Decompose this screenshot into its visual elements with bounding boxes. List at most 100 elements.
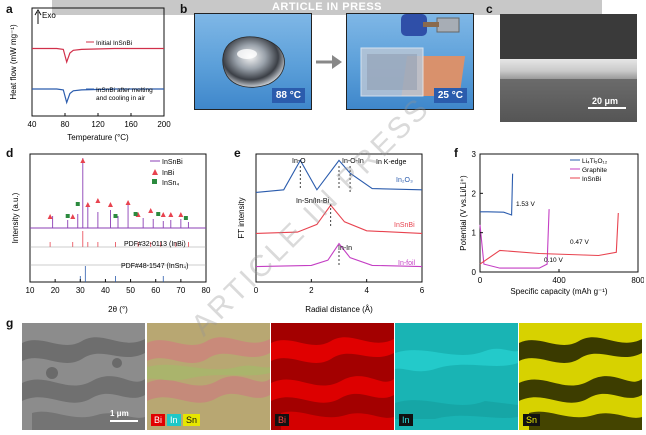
photo-molten-alloy: 88 °C bbox=[194, 13, 312, 110]
trace-in2o3-label: In₂O₃ bbox=[396, 177, 413, 184]
overlay-tag-in: In bbox=[167, 414, 181, 426]
sem-alloy-layer bbox=[500, 59, 637, 79]
potential-xtick-label: 0 bbox=[478, 276, 483, 285]
exafs-chart: In K-edge In-O In-O-In In-Sn/In-Bi In-In… bbox=[237, 153, 425, 314]
map-tag-sn: Sn bbox=[523, 414, 541, 426]
xrd-axes-frame bbox=[29, 153, 207, 283]
voltage-graphite-label: 0.10 V bbox=[544, 257, 563, 264]
xrd-xtick-label: 40 bbox=[101, 286, 110, 295]
exafs-curve-infoil bbox=[255, 242, 423, 268]
exo-arrow-head bbox=[34, 9, 42, 16]
temp-tag-25: 25 °C bbox=[433, 88, 467, 103]
insn4-marker bbox=[133, 212, 138, 216]
exafs-curve-in2o3 bbox=[255, 159, 423, 193]
xrd-ref2-label: PDF#48-1547 (InSn₄) bbox=[121, 263, 188, 270]
panel-label-g: g bbox=[6, 316, 14, 330]
inbi-marker bbox=[178, 212, 184, 217]
panel-label-b: b bbox=[180, 2, 188, 16]
sem-scale-label: 20 μm bbox=[592, 96, 619, 106]
eds-overlay-map: Bi In Sn bbox=[147, 323, 270, 430]
insn4-marker bbox=[65, 214, 70, 218]
legend-insnbi-curve-label: InSnBi bbox=[582, 176, 601, 183]
map-tag-in: In bbox=[399, 414, 413, 426]
xrd-xtick-label: 70 bbox=[176, 286, 185, 295]
legend-initial-label: Initial InSnBi bbox=[96, 40, 132, 47]
potential-ylabel: Potential (V vs.Li/Li⁺) bbox=[459, 175, 468, 251]
article-in-press-banner: ARTICLE IN PRESS bbox=[52, 0, 602, 15]
insn4-marker bbox=[75, 202, 80, 206]
xrd-xtick-label: 20 bbox=[51, 286, 60, 295]
inbi-marker bbox=[80, 158, 86, 163]
insn4-marker bbox=[156, 212, 161, 216]
potential-xlabel: Specific capacity (mAh g⁻¹) bbox=[510, 287, 607, 296]
xrd-xtick-label: 60 bbox=[151, 286, 160, 295]
potential-curve-insnbi bbox=[479, 212, 619, 265]
inbi-marker bbox=[70, 214, 76, 219]
dsc-ylabel: Heat flow (mW mg⁻¹) bbox=[9, 24, 18, 100]
insn4-marker bbox=[183, 216, 188, 220]
exafs-axes-frame bbox=[255, 153, 423, 283]
panel-label-d: d bbox=[6, 146, 14, 160]
temp-tag-88: 88 °C bbox=[271, 88, 305, 103]
legend-cooled-label-2: and cooling in air bbox=[96, 95, 146, 102]
peak-in-o-label: In-O bbox=[292, 158, 306, 165]
trace-infoil-label: In-foil bbox=[398, 260, 416, 267]
map-tag-bi: Bi bbox=[275, 414, 290, 426]
exafs-xlabel: Radial distance (Å) bbox=[305, 305, 373, 314]
xrd-xlabel: 2θ (°) bbox=[108, 305, 128, 314]
eds-map-in: In bbox=[395, 323, 518, 430]
legend-insnbi-label: InSnBi bbox=[162, 159, 183, 166]
inbi-marker bbox=[160, 212, 166, 217]
inbi-marker bbox=[168, 212, 174, 217]
map-scale-label: 1 μm bbox=[110, 409, 129, 418]
inbi-marker bbox=[125, 200, 131, 205]
xrd-ylabel: Intensity (a.u.) bbox=[11, 192, 20, 243]
panel-label-e: e bbox=[234, 146, 241, 160]
sem-grey-texture bbox=[22, 323, 145, 430]
sem-cross-section: 20 μm bbox=[500, 14, 637, 122]
eds-overlay-texture bbox=[147, 323, 270, 430]
peak-in-sn-bi-label: In-Sn/In-Bi bbox=[296, 198, 330, 205]
potential-xtick-label: 800 bbox=[631, 276, 644, 285]
overlay-tag-sn: Sn bbox=[183, 414, 201, 426]
voltage-insnbi-label: 0.47 V bbox=[570, 239, 589, 246]
photo-cooled-film: 25 °C bbox=[346, 13, 474, 110]
dsc-curve-cooled bbox=[32, 88, 164, 105]
potential-curve-lto bbox=[480, 173, 514, 216]
insn4-marker bbox=[113, 214, 118, 218]
dsc-xtick-label: 160 bbox=[124, 120, 138, 129]
exafs-edge-label: In K-edge bbox=[376, 159, 406, 166]
inbi-marker bbox=[95, 198, 101, 203]
sem-substrate-bottom bbox=[500, 79, 637, 122]
eds-map-sn: Sn bbox=[519, 323, 642, 430]
voltage-lto-label: 1.53 V bbox=[516, 201, 535, 208]
potential-ytick-label: 3 bbox=[472, 150, 477, 159]
legend-inbi-marker bbox=[152, 169, 158, 175]
potential-curve-graphite bbox=[479, 209, 550, 269]
xrd-xtick-label: 80 bbox=[202, 286, 211, 295]
panel-label-c: c bbox=[486, 2, 493, 16]
map-scale-bar bbox=[110, 420, 138, 422]
potential-ytick-label: 0 bbox=[472, 268, 477, 277]
panel-label-f: f bbox=[454, 146, 458, 160]
dsc-xlabel: Temperature (°C) bbox=[67, 133, 129, 142]
exafs-xtick-label: 4 bbox=[364, 286, 369, 295]
inbi-marker bbox=[85, 202, 91, 207]
inbi-marker bbox=[107, 202, 113, 207]
legend-cooled-label-1: InSnBi after melting bbox=[96, 87, 153, 94]
eds-sn-texture bbox=[519, 323, 642, 430]
legend-graphite-label: Graphite bbox=[582, 167, 607, 174]
trace-insnbi-label: InSnBi bbox=[394, 222, 415, 229]
cooled-film-drawing bbox=[360, 14, 466, 97]
arrow-right-icon bbox=[316, 55, 342, 69]
potential-ytick-label: 1 bbox=[472, 229, 477, 238]
exafs-ylabel: FT intensity bbox=[237, 197, 246, 238]
inbi-marker bbox=[148, 208, 154, 213]
peak-in-o-in-label: In-O-In bbox=[342, 158, 364, 165]
xrd-xtick-label: 10 bbox=[26, 286, 35, 295]
molten-alloy-blob bbox=[222, 36, 285, 88]
inbi-marker bbox=[47, 214, 53, 219]
dsc-xtick-label: 200 bbox=[157, 120, 171, 129]
exafs-xtick-label: 6 bbox=[420, 286, 425, 295]
eds-in-texture bbox=[395, 323, 518, 430]
